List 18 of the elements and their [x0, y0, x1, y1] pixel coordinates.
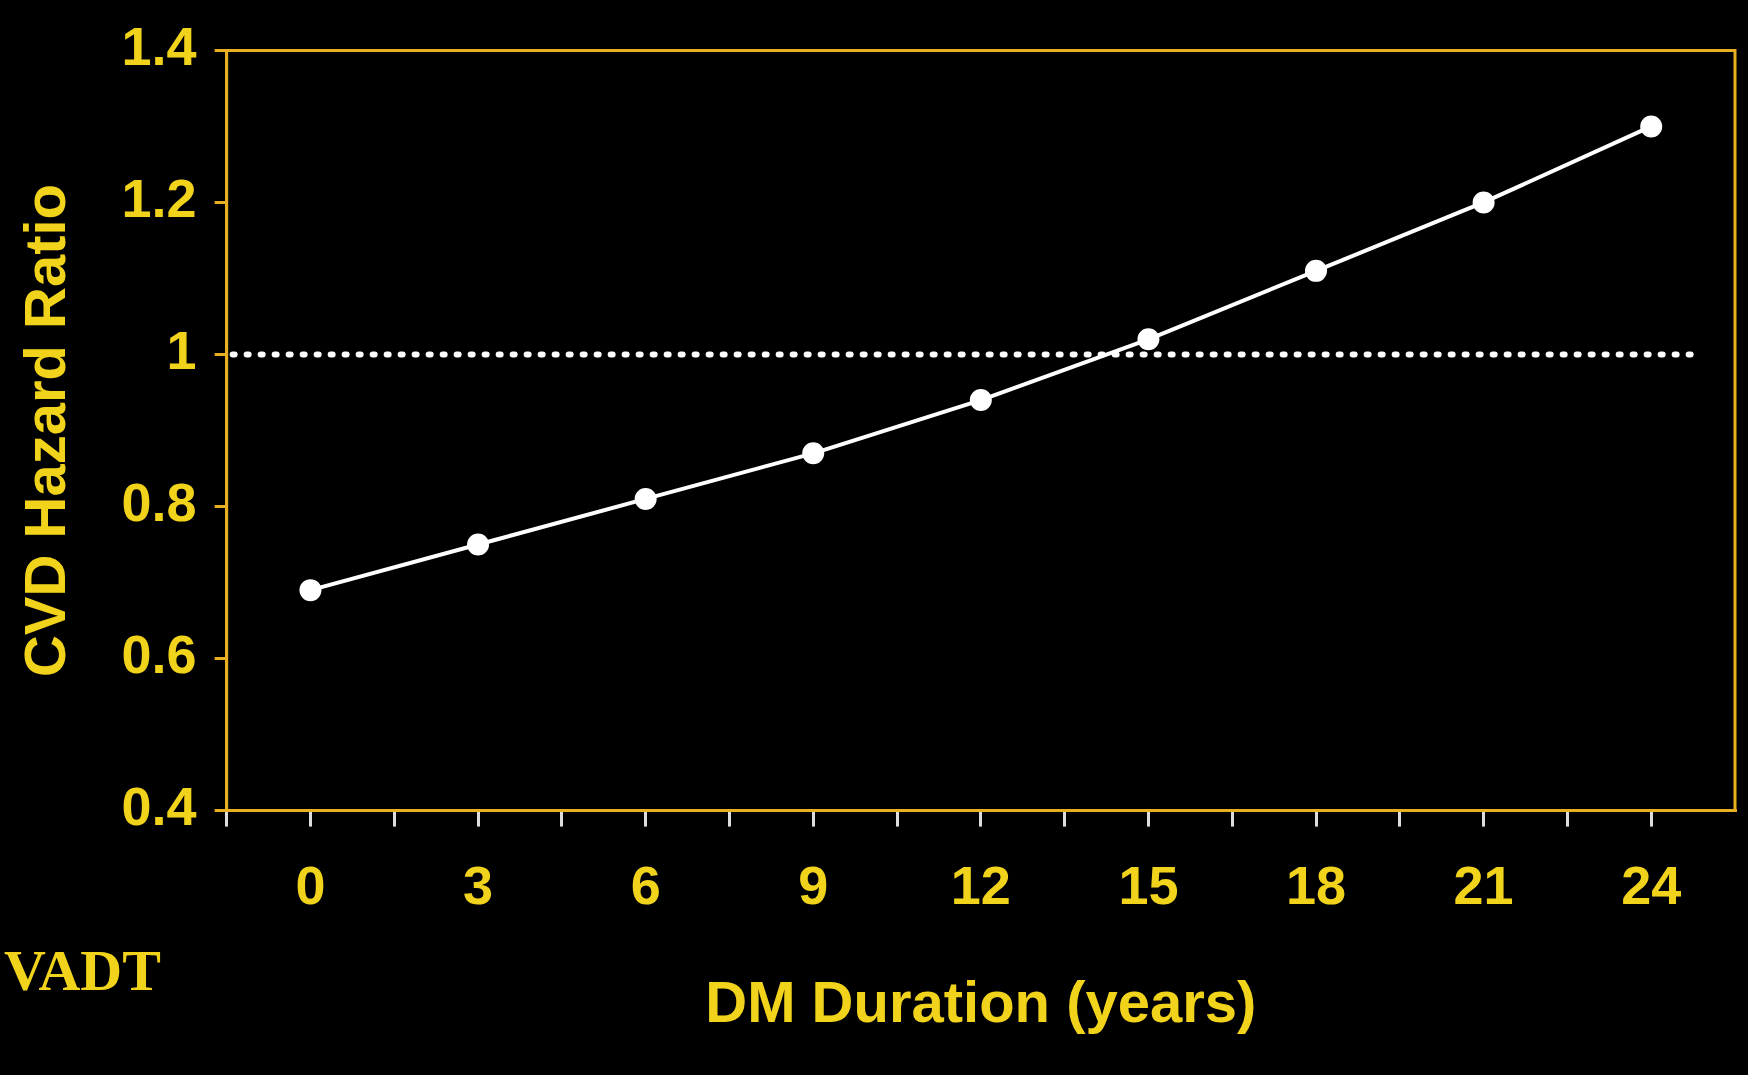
x-tick-label: 21 [1453, 854, 1514, 915]
x-tick-label: 15 [1118, 854, 1179, 915]
y-tick-label: 1 [166, 320, 197, 381]
x-tick-label: 12 [950, 854, 1011, 915]
x-tick-label: 6 [630, 854, 661, 915]
y-tick-label: 1.2 [121, 168, 197, 229]
y-axis-title: CVD Hazard Ratio [11, 183, 77, 678]
text: VADT [4, 938, 161, 1003]
x-axis-title: DM Duration (years) [705, 969, 1257, 1035]
y-tick-label: 0.6 [121, 624, 197, 685]
x-tick-label: 24 [1621, 854, 1682, 915]
y-tick-label: 1.4 [121, 16, 197, 77]
x-tick-label: 0 [295, 854, 326, 915]
x-tick-label: 18 [1285, 854, 1347, 915]
y-tick-label: 0.8 [121, 472, 197, 533]
y-tick-label: 0.4 [121, 776, 197, 837]
x-tick-label: 9 [798, 854, 829, 915]
x-tick-label: 3 [463, 854, 494, 915]
